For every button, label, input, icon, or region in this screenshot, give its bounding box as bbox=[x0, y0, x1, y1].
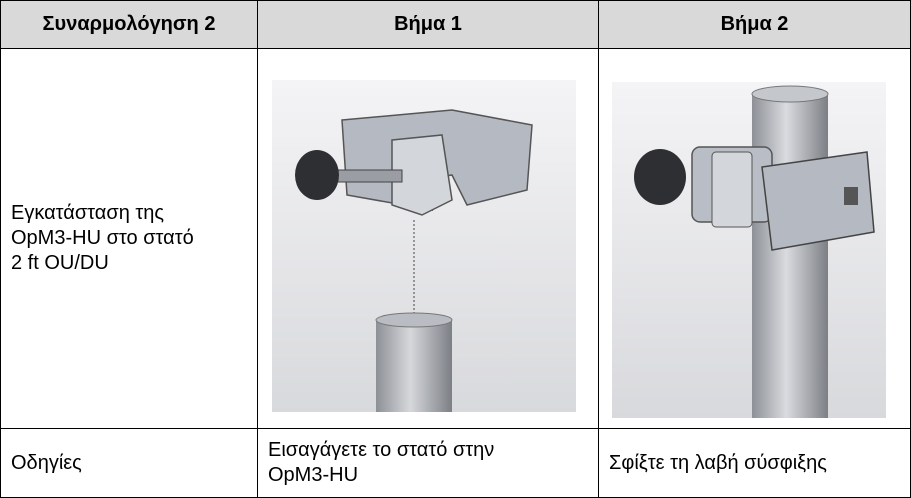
header-cell: Βήμα 1 bbox=[257, 0, 599, 49]
header-cell: Συναρμολόγηση 2 bbox=[0, 0, 258, 49]
step1-image bbox=[272, 80, 576, 412]
body-cell: Σφίξτε τη λαβή σύσφιξης bbox=[598, 428, 911, 498]
body-cell: Οδηγίες bbox=[0, 428, 258, 498]
step2-image bbox=[612, 82, 886, 418]
body-cell: Εγκατάσταση της OpM3-HU στο στατό 2 ft O… bbox=[0, 48, 258, 429]
cell-text: Εγκατάσταση της OpM3-HU στο στατό 2 ft O… bbox=[11, 202, 194, 274]
body-cell: Εισαγάγετε το στατό στην OpM3-HU bbox=[257, 428, 599, 498]
cell-text: Εισαγάγετε το στατό στην OpM3-HU bbox=[268, 439, 495, 486]
header-cell: Βήμα 2 bbox=[598, 0, 911, 49]
